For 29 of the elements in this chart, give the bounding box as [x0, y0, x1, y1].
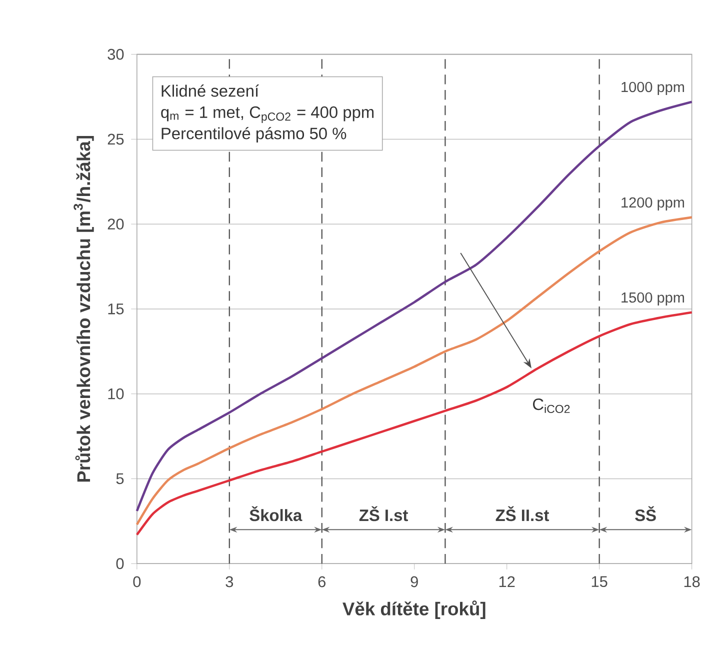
- line-series: [136, 216, 693, 526]
- series-label: 1500 ppm: [622, 292, 684, 306]
- x-tick-label: 3: [226, 576, 234, 588]
- annotation: Percentilové pásmo 50 %: [162, 127, 346, 143]
- line-series: [136, 311, 693, 536]
- y-axis-title: Průtok venkovního vzduchu [m$^{3}$/h.žáka]: [74, 136, 94, 482]
- annotation: Klidné sezení: [162, 84, 259, 97]
- x-tick-label: 6: [318, 576, 326, 588]
- y-tick-label: 5: [116, 473, 124, 484]
- annotation: q$_{m}$ = 1 met, C$_{pCO2}$ = 400 ppm: [161, 106, 374, 123]
- y-tick-label: 10: [108, 388, 124, 400]
- annotation: SŠ: [635, 506, 656, 522]
- x-tick-label: 15: [592, 576, 608, 588]
- y-tick-label: 0: [116, 558, 124, 570]
- series-label: 1200 ppm: [622, 197, 684, 210]
- y-tick-label: 30: [108, 48, 124, 60]
- x-tick-label: 0: [133, 576, 141, 588]
- annotation: C$_{iCO2}$: [533, 398, 570, 414]
- x-tick-label: 12: [499, 576, 515, 588]
- x-axis-title: Věk dítěte [roků]: [342, 600, 486, 620]
- series-label: 1000 ppm: [622, 82, 684, 96]
- x-tick-label: 18: [684, 576, 700, 588]
- annotation: ZŠ I.st: [359, 506, 408, 522]
- y-tick-label: 20: [108, 218, 124, 230]
- y-tick-label: 25: [108, 134, 124, 145]
- annotation: Školka: [250, 506, 302, 522]
- annotation: ZŠ II.st: [496, 506, 549, 522]
- x-tick-label: 9: [410, 576, 418, 588]
- y-tick-label: 15: [108, 304, 124, 314]
